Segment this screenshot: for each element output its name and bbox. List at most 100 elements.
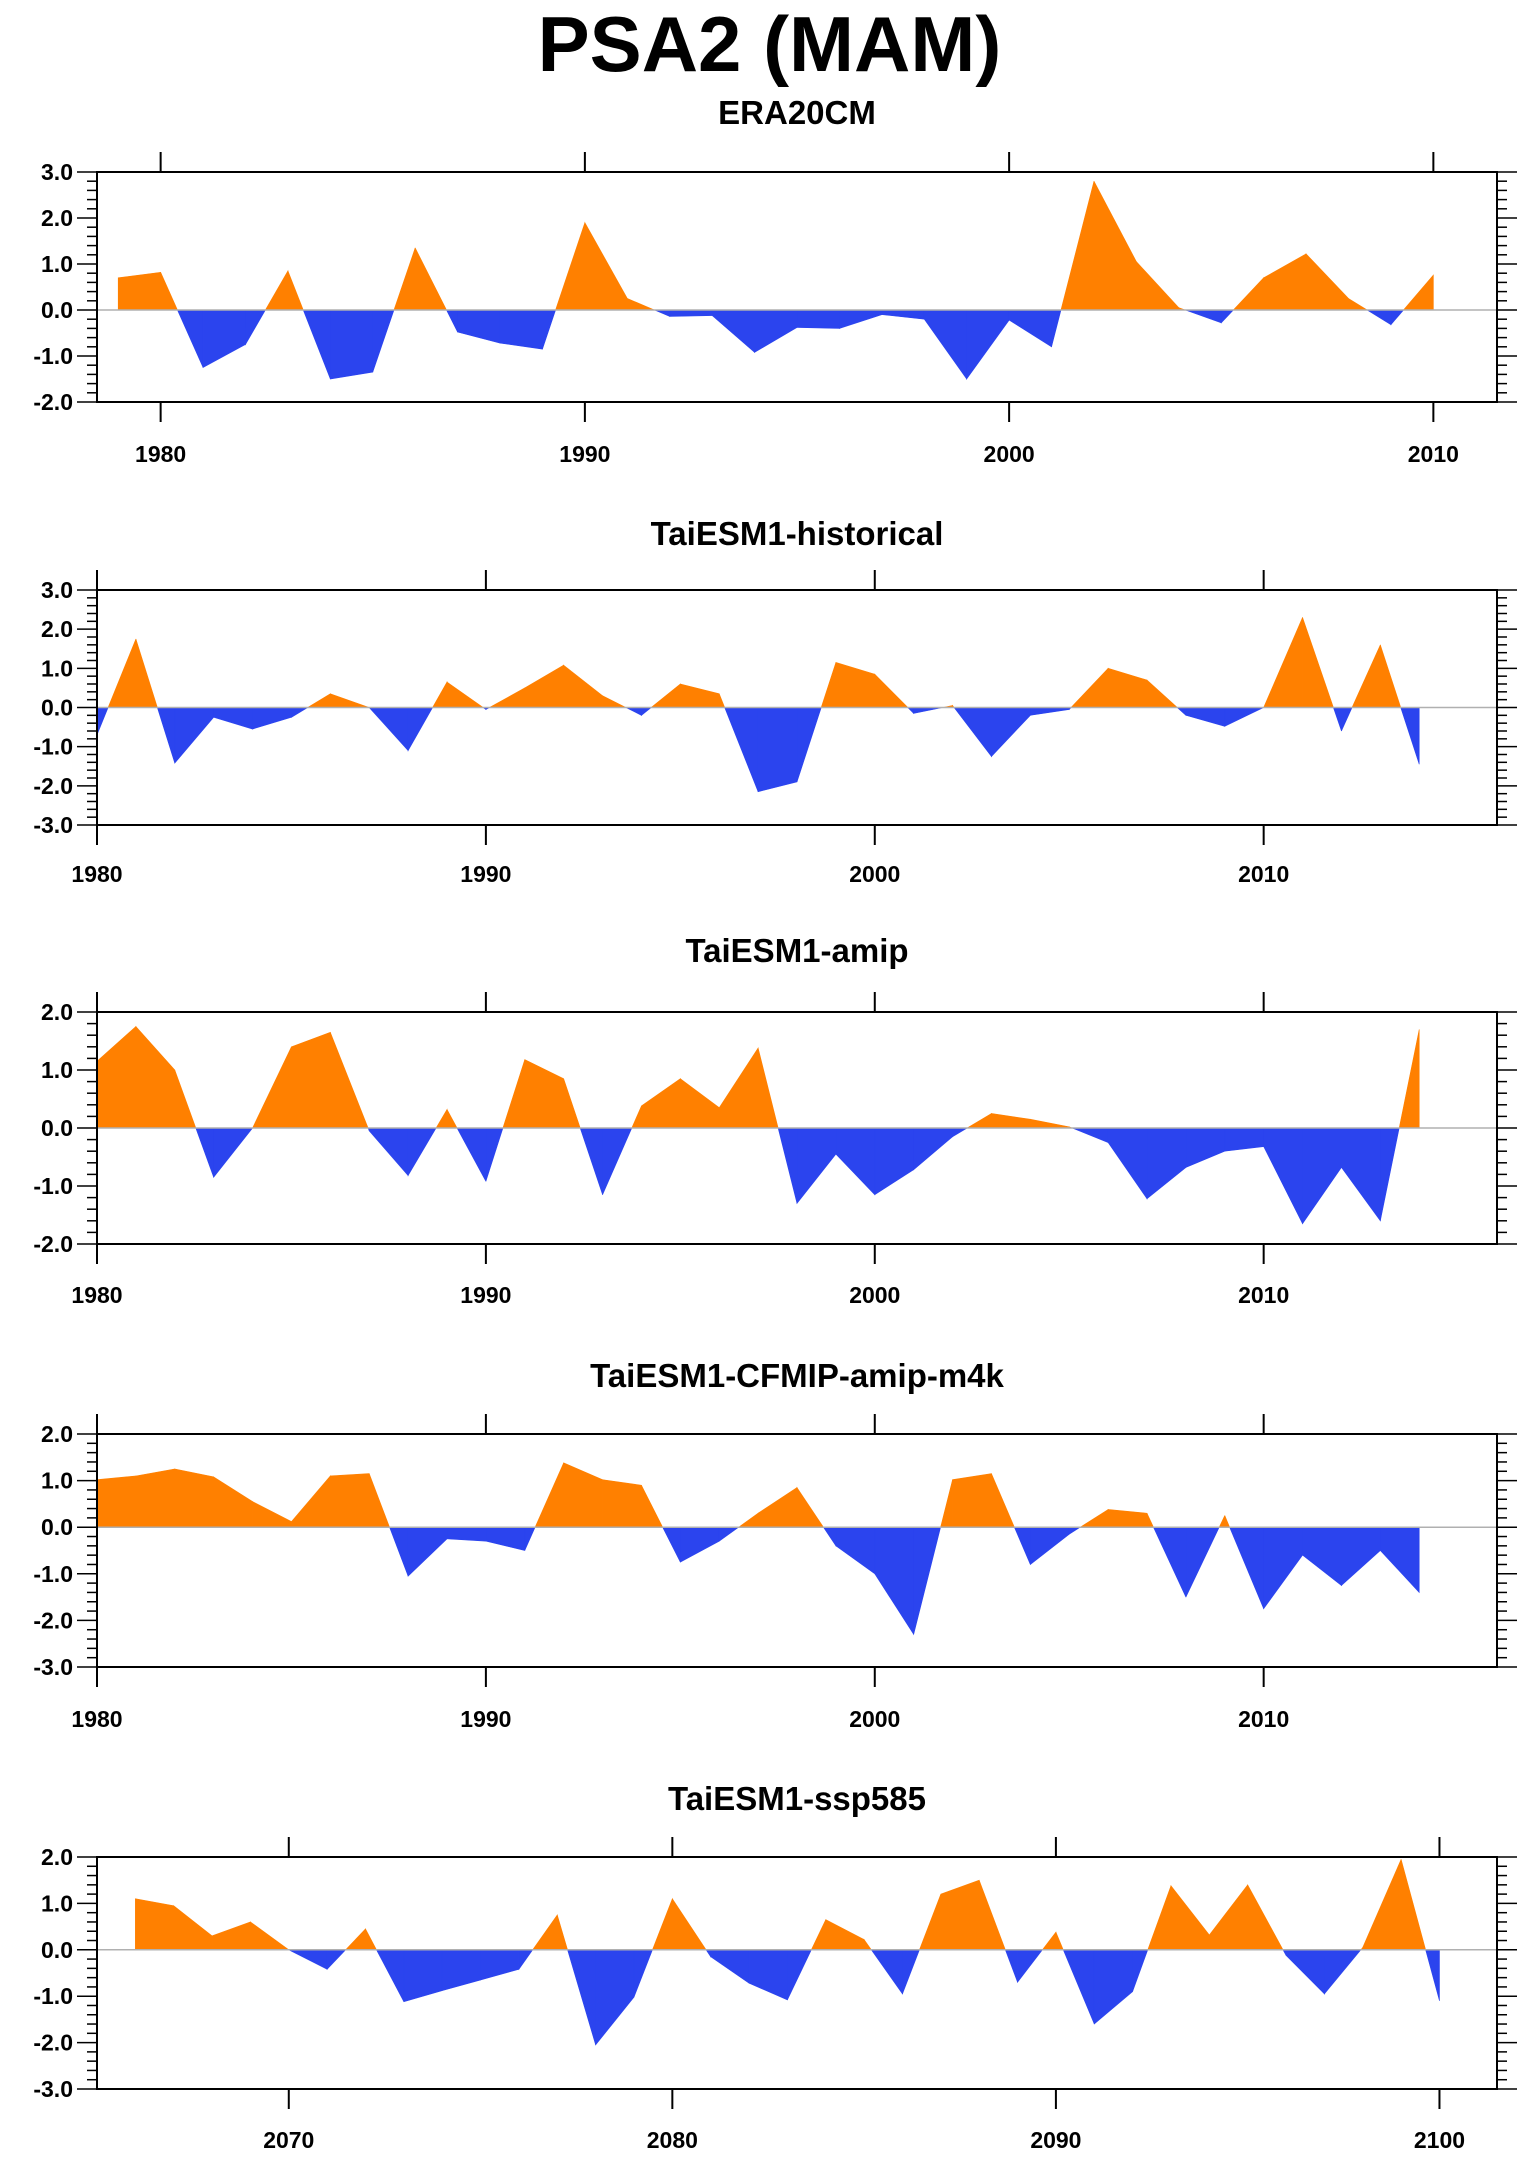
negative-area	[754, 309, 798, 353]
negative-area	[407, 1127, 437, 1177]
positive-area	[330, 1473, 370, 1528]
negative-area	[480, 1949, 520, 1981]
positive-area	[160, 272, 178, 311]
positive-area	[991, 1113, 1031, 1129]
negative-area	[1332, 707, 1342, 732]
positive-area	[96, 1475, 137, 1528]
y-tick-label: -3.0	[33, 812, 73, 838]
positive-area	[825, 1919, 865, 1951]
positive-area	[796, 1486, 825, 1528]
negative-area	[669, 309, 713, 317]
negative-area	[1185, 1526, 1220, 1598]
negative-area	[711, 309, 755, 353]
positive-area	[1398, 1029, 1420, 1129]
negative-area	[1062, 1949, 1095, 2025]
positive-area	[524, 664, 564, 708]
positive-area	[107, 638, 137, 708]
negative-area	[176, 309, 204, 368]
positive-area	[627, 298, 655, 311]
positive-area	[1302, 617, 1334, 708]
positive-area	[96, 1025, 137, 1129]
panel-title: TaiESM1-CFMIP-amip-m4k	[590, 1357, 1004, 1394]
negative-area	[1302, 1127, 1342, 1225]
y-tick-label: 1.0	[41, 251, 73, 277]
y-tick-label: 3.0	[41, 159, 73, 185]
positive-area	[1362, 1859, 1402, 1951]
positive-area	[291, 1031, 331, 1129]
positive-area	[940, 1879, 980, 1951]
y-tick-label: 3.0	[41, 577, 73, 603]
y-tick-label: -1.0	[33, 1173, 73, 1199]
negative-area	[822, 1526, 837, 1547]
negative-area	[796, 707, 822, 783]
positive-area	[174, 1468, 214, 1528]
negative-area	[796, 1127, 837, 1205]
positive-area	[1093, 181, 1137, 311]
negative-area	[368, 1127, 409, 1177]
negative-area	[407, 707, 434, 752]
positive-area	[1030, 1118, 1070, 1129]
negative-area	[902, 1949, 920, 1994]
panel-title: ERA20CM	[718, 94, 876, 131]
negative-area	[1341, 1127, 1381, 1222]
positive-area	[1041, 1931, 1057, 1951]
x-tick-label: 1980	[135, 441, 186, 467]
x-tick-label: 2000	[984, 441, 1035, 467]
positive-area	[1136, 260, 1180, 311]
plot-frame	[96, 1433, 1498, 1668]
x-tick-label: 1980	[71, 861, 122, 887]
negative-area	[1107, 1127, 1148, 1200]
negative-area	[1366, 309, 1392, 326]
negative-area	[213, 1127, 254, 1179]
x-tick-label: 1980	[71, 1282, 122, 1308]
y-tick-label: 0.0	[41, 695, 73, 721]
negative-area	[874, 1526, 914, 1636]
plot-frame	[96, 1856, 1498, 2090]
negative-area	[288, 1949, 328, 1970]
y-tick-label: -1.0	[33, 1983, 73, 2009]
positive-area	[488, 687, 526, 708]
positive-area	[602, 1479, 642, 1528]
x-tick-label: 2000	[849, 861, 900, 887]
negative-area	[1220, 309, 1235, 324]
positive-area	[652, 1898, 673, 1951]
positive-area	[563, 1462, 603, 1528]
negative-area	[913, 707, 943, 714]
x-tick-label: 2000	[849, 1282, 900, 1308]
negative-area	[953, 707, 992, 758]
x-tick-label: 1990	[559, 441, 610, 467]
negative-area	[913, 1127, 953, 1171]
positive-area	[135, 1898, 175, 1951]
negative-area	[1380, 1526, 1420, 1594]
negative-area	[923, 309, 967, 380]
y-tick-label: -3.0	[33, 2076, 73, 2102]
negative-area	[156, 707, 176, 764]
negative-area	[1146, 1127, 1187, 1200]
y-tick-label: -1.0	[33, 343, 73, 369]
negative-area	[485, 1127, 504, 1182]
positive-area	[330, 693, 370, 708]
negative-area	[757, 707, 798, 793]
y-tick-label: 1.0	[41, 1468, 73, 1494]
negative-area	[680, 1526, 720, 1563]
negative-area	[796, 309, 840, 329]
negative-area	[1425, 1949, 1440, 2001]
negative-area	[881, 309, 925, 320]
y-tick-label: 2.0	[41, 205, 73, 231]
positive-area	[1305, 253, 1349, 311]
positive-area	[252, 1501, 292, 1528]
negative-area	[1400, 707, 1420, 765]
positive-area	[1079, 1508, 1109, 1528]
x-tick-label: 1990	[460, 861, 511, 887]
positive-area	[835, 662, 876, 708]
negative-area	[1380, 1127, 1400, 1221]
x-tick-label: 1990	[460, 1706, 511, 1732]
y-tick-label: 2.0	[41, 1421, 73, 1447]
negative-area	[1051, 309, 1062, 347]
positive-area	[1402, 274, 1434, 311]
negative-area	[302, 309, 331, 380]
positive-area	[650, 683, 681, 708]
x-tick-label: 2010	[1408, 441, 1459, 467]
negative-area	[524, 1526, 536, 1551]
